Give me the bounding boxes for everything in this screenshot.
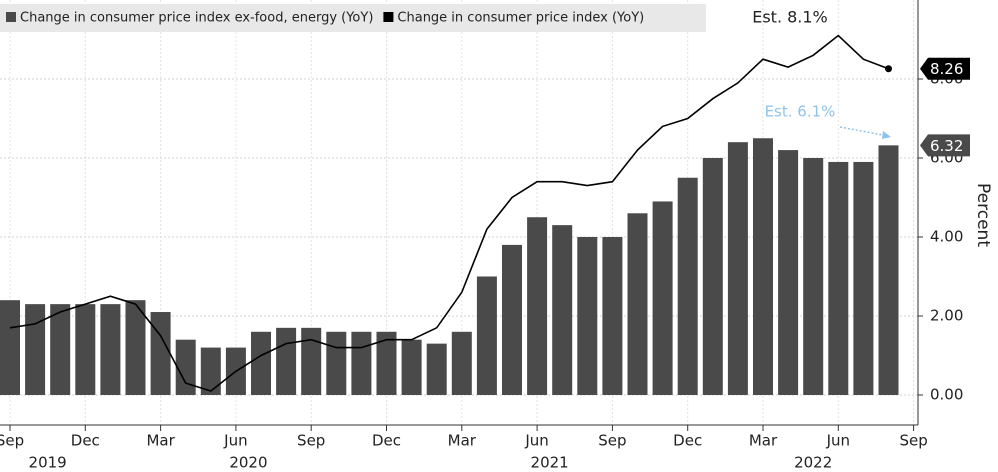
bar: [702, 157, 723, 395]
x-tick-label: Jun: [524, 432, 548, 450]
value-label-box: [920, 134, 970, 157]
bar: [301, 327, 322, 395]
bar: [150, 312, 171, 395]
bar: [326, 331, 347, 395]
bar: [175, 339, 196, 395]
annotation: Est. 8.1%: [752, 8, 828, 27]
legend-label: Change in consumer price index ex-food, …: [20, 11, 373, 26]
x-tick-label: Sep: [0, 432, 24, 450]
bar: [602, 236, 623, 395]
x-tick-label: Dec: [71, 432, 100, 450]
y-tick-label: 4.00: [930, 227, 963, 245]
value-label: 6.32: [930, 137, 963, 155]
bar: [25, 304, 46, 395]
x-tick-label: Mar: [448, 432, 477, 450]
legend-background: [0, 4, 706, 32]
x-tick-label: Jun: [826, 432, 850, 450]
bar: [451, 331, 472, 395]
annotation-arrow: [839, 126, 889, 137]
y-axis-label: Percent: [973, 183, 993, 247]
bar: [727, 142, 748, 395]
bar: [276, 327, 297, 395]
year-label: 2019: [29, 454, 67, 472]
bar: [828, 161, 849, 395]
bar: [878, 145, 899, 395]
year-label: 2021: [531, 454, 569, 472]
x-tick-label: Dec: [673, 432, 702, 450]
bar: [75, 304, 96, 395]
bar: [753, 138, 773, 395]
bar: [351, 331, 372, 395]
x-tick-label: Sep: [899, 432, 927, 450]
annotation-arrowhead: [882, 131, 891, 139]
bar: [652, 201, 673, 395]
legend-label: Change in consumer price index (YoY): [397, 11, 644, 26]
end-point: [885, 65, 892, 73]
bar: [376, 331, 397, 395]
x-tick-label: Mar: [749, 432, 778, 450]
bar: [502, 244, 522, 395]
bar: [677, 177, 698, 395]
y-tick-label: 0.00: [930, 385, 963, 403]
x-tick-label: Mar: [146, 432, 175, 450]
line: [9, 34, 889, 392]
bar: [125, 300, 146, 395]
bar: [100, 304, 121, 395]
bar: [200, 347, 221, 395]
x-tick-label: Sep: [598, 432, 626, 450]
bar: [577, 236, 598, 395]
value-label: 8.26: [930, 60, 963, 78]
bar: [803, 157, 824, 395]
legend-swatch: [383, 12, 394, 22]
bar: [527, 217, 548, 395]
bar: [251, 331, 271, 395]
bar: [0, 300, 20, 395]
bar: [476, 276, 497, 395]
value-label-box: [920, 57, 970, 80]
y-tick-label: 2.00: [930, 306, 963, 324]
x-tick-label: Dec: [372, 432, 401, 450]
bar: [627, 213, 648, 395]
bar: [50, 304, 71, 395]
legend-swatch: [6, 12, 16, 22]
bar: [401, 339, 422, 395]
bar: [552, 225, 573, 395]
bar: [853, 161, 874, 395]
year-label: 2022: [794, 454, 832, 472]
x-tick-label: Jun: [223, 432, 247, 450]
bar: [426, 343, 447, 395]
x-tick-label: Sep: [297, 432, 325, 450]
annotation: Est. 6.1%: [765, 103, 836, 121]
year-label: 2020: [229, 454, 267, 472]
bar: [778, 150, 799, 395]
